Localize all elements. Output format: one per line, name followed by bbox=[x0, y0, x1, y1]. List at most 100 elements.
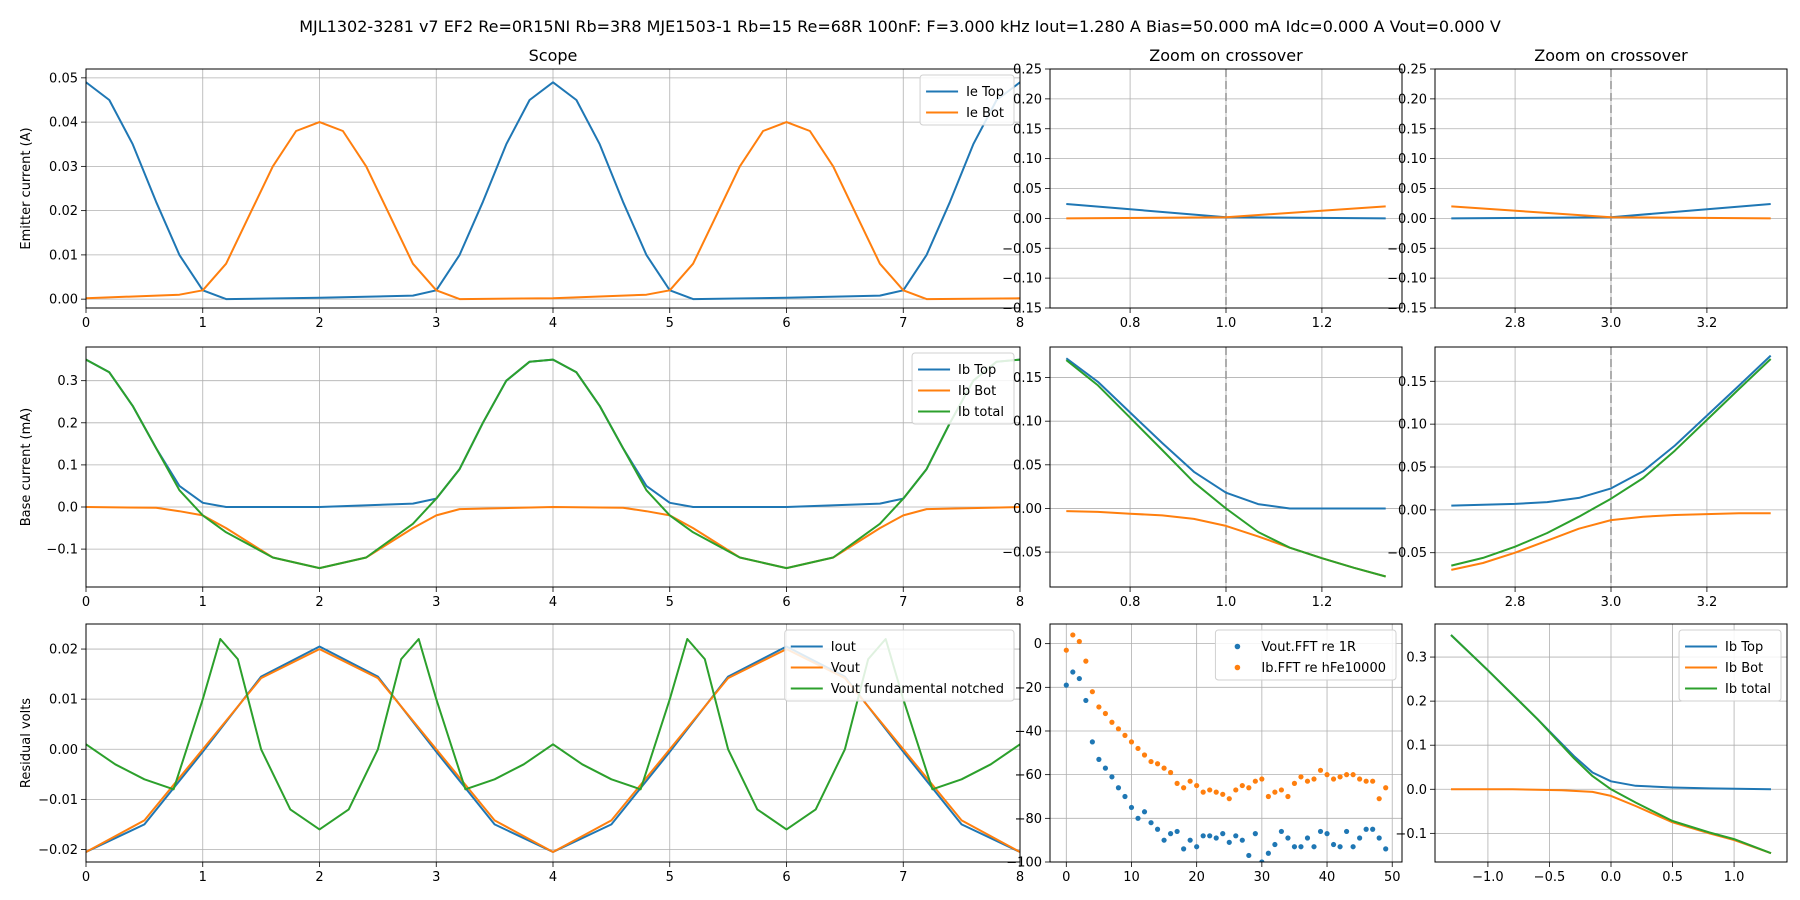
data-point bbox=[1154, 826, 1161, 832]
x-tick-label: 4 bbox=[549, 870, 557, 885]
x-tick-label: 1.0 bbox=[1216, 316, 1237, 331]
data-point bbox=[1063, 682, 1069, 688]
y-tick-label: −0.05 bbox=[1002, 546, 1042, 561]
x-tick-label: 30 bbox=[1254, 870, 1271, 885]
x-tick-label: 1 bbox=[199, 316, 207, 331]
legend-box bbox=[784, 629, 1015, 702]
data-point bbox=[1311, 844, 1317, 850]
y-tick-label: −0.10 bbox=[1002, 272, 1042, 287]
data-point bbox=[1220, 791, 1226, 797]
axes-title: Zoom on crossover bbox=[1534, 46, 1688, 65]
legend-label: Ib Bot bbox=[958, 384, 996, 399]
data-point bbox=[1278, 787, 1285, 793]
series-line bbox=[1451, 512, 1771, 571]
data-point bbox=[1272, 841, 1278, 848]
data-point bbox=[1174, 780, 1180, 786]
y-tick-label: 0.05 bbox=[1013, 458, 1042, 473]
data-point bbox=[1083, 697, 1089, 704]
data-point bbox=[1265, 793, 1271, 800]
x-tick-label: 3.0 bbox=[1601, 316, 1622, 331]
data-point bbox=[1383, 785, 1389, 791]
legend-marker bbox=[1234, 664, 1241, 671]
x-tick-label: −1.0 bbox=[1472, 870, 1504, 885]
x-tick-label: 0.0 bbox=[1601, 870, 1622, 885]
axes-frame bbox=[85, 346, 1021, 588]
y-tick-label: 0.2 bbox=[57, 416, 78, 431]
data-point bbox=[1148, 820, 1154, 826]
data-point bbox=[1246, 852, 1252, 859]
data-point bbox=[1357, 835, 1363, 841]
data-point bbox=[1220, 831, 1226, 837]
x-tick-label: 0 bbox=[1062, 870, 1070, 885]
axes-frame bbox=[1049, 68, 1403, 309]
y-tick-label: 0.0 bbox=[57, 501, 78, 516]
y-tick-label: 0.0 bbox=[1406, 783, 1427, 798]
x-tick-label: 1.0 bbox=[1724, 870, 1745, 885]
data-point bbox=[1226, 839, 1232, 845]
data-point bbox=[1174, 828, 1180, 835]
x-tick-label: 5 bbox=[666, 870, 674, 885]
y-tick-label: −40 bbox=[1015, 724, 1042, 739]
data-point bbox=[1200, 833, 1206, 839]
y-tick-label: 0.02 bbox=[49, 204, 78, 219]
legend-label: Vout bbox=[831, 661, 860, 676]
data-point bbox=[1291, 780, 1298, 786]
x-tick-label: 0.8 bbox=[1120, 595, 1141, 610]
legend-label: Vout fundamental notched bbox=[831, 682, 1004, 697]
x-tick-label: 0.5 bbox=[1662, 870, 1683, 885]
data-point bbox=[1213, 835, 1219, 841]
y-tick-label: 0.00 bbox=[1398, 503, 1427, 518]
series-line bbox=[1451, 358, 1772, 567]
data-point bbox=[1213, 789, 1219, 795]
y-tick-label: 0.05 bbox=[1013, 182, 1042, 197]
y-tick-label: 0.05 bbox=[49, 71, 78, 86]
y-axis-label: Emitter current (A) bbox=[19, 127, 34, 249]
x-tick-label: 6 bbox=[782, 595, 790, 610]
x-tick-label: 50 bbox=[1384, 870, 1401, 885]
x-tick-label: 2 bbox=[315, 870, 323, 885]
x-tick-label: 4 bbox=[549, 316, 557, 331]
x-tick-label: 1 bbox=[199, 595, 207, 610]
data-point bbox=[1128, 804, 1135, 811]
data-point bbox=[1187, 837, 1193, 843]
data-point bbox=[1154, 761, 1161, 767]
data-point bbox=[1076, 675, 1082, 682]
data-point bbox=[1330, 841, 1337, 848]
y-tick-label: 0.15 bbox=[1013, 122, 1042, 137]
y-tick-label: 0.10 bbox=[1013, 415, 1042, 430]
y-tick-label: 0.15 bbox=[1398, 122, 1427, 137]
y-tick-label: 0.1 bbox=[1406, 739, 1427, 754]
legend: Ib Top Ib Bot Ib total bbox=[1678, 629, 1782, 702]
y-tick-label: 0.20 bbox=[1013, 92, 1042, 107]
data-point bbox=[1181, 785, 1187, 791]
y-axis-label: Residual volts bbox=[19, 698, 34, 788]
y-tick-label: −0.02 bbox=[38, 843, 78, 858]
y-tick-label: 0.05 bbox=[1398, 461, 1427, 476]
data-point bbox=[1252, 831, 1258, 837]
legend-box bbox=[1678, 629, 1782, 702]
data-point bbox=[1135, 745, 1141, 752]
legend-box bbox=[1214, 629, 1397, 681]
y-tick-label: −0.05 bbox=[1387, 242, 1427, 257]
y-tick-label: 0.04 bbox=[49, 116, 78, 131]
data-point bbox=[1194, 844, 1200, 850]
y-tick-label: 0.3 bbox=[57, 374, 78, 389]
data-point bbox=[1076, 638, 1082, 645]
axes-frame bbox=[1434, 68, 1788, 309]
y-tick-label: 0.02 bbox=[49, 643, 78, 658]
series-line bbox=[86, 81, 1020, 301]
x-tick-label: 1.0 bbox=[1216, 595, 1237, 610]
axes-frame bbox=[85, 623, 1021, 863]
legend-label: Ie Bot bbox=[966, 106, 1004, 121]
y-tick-label: −0.15 bbox=[1387, 302, 1427, 317]
axes-frame bbox=[1434, 346, 1788, 588]
y-tick-label: 0.25 bbox=[1013, 63, 1042, 78]
x-tick-label: 3.2 bbox=[1697, 595, 1718, 610]
data-point bbox=[1141, 752, 1148, 758]
data-point bbox=[1350, 772, 1356, 778]
data-point bbox=[1089, 739, 1095, 745]
chart-scope-base: 0 1 2 3 4 5 6 7 8 −0.1 0.0 0.1 0.2 0.3 Base current (m… bbox=[19, 346, 1024, 610]
data-point bbox=[1363, 778, 1369, 784]
y-tick-label: 0.00 bbox=[49, 293, 78, 308]
